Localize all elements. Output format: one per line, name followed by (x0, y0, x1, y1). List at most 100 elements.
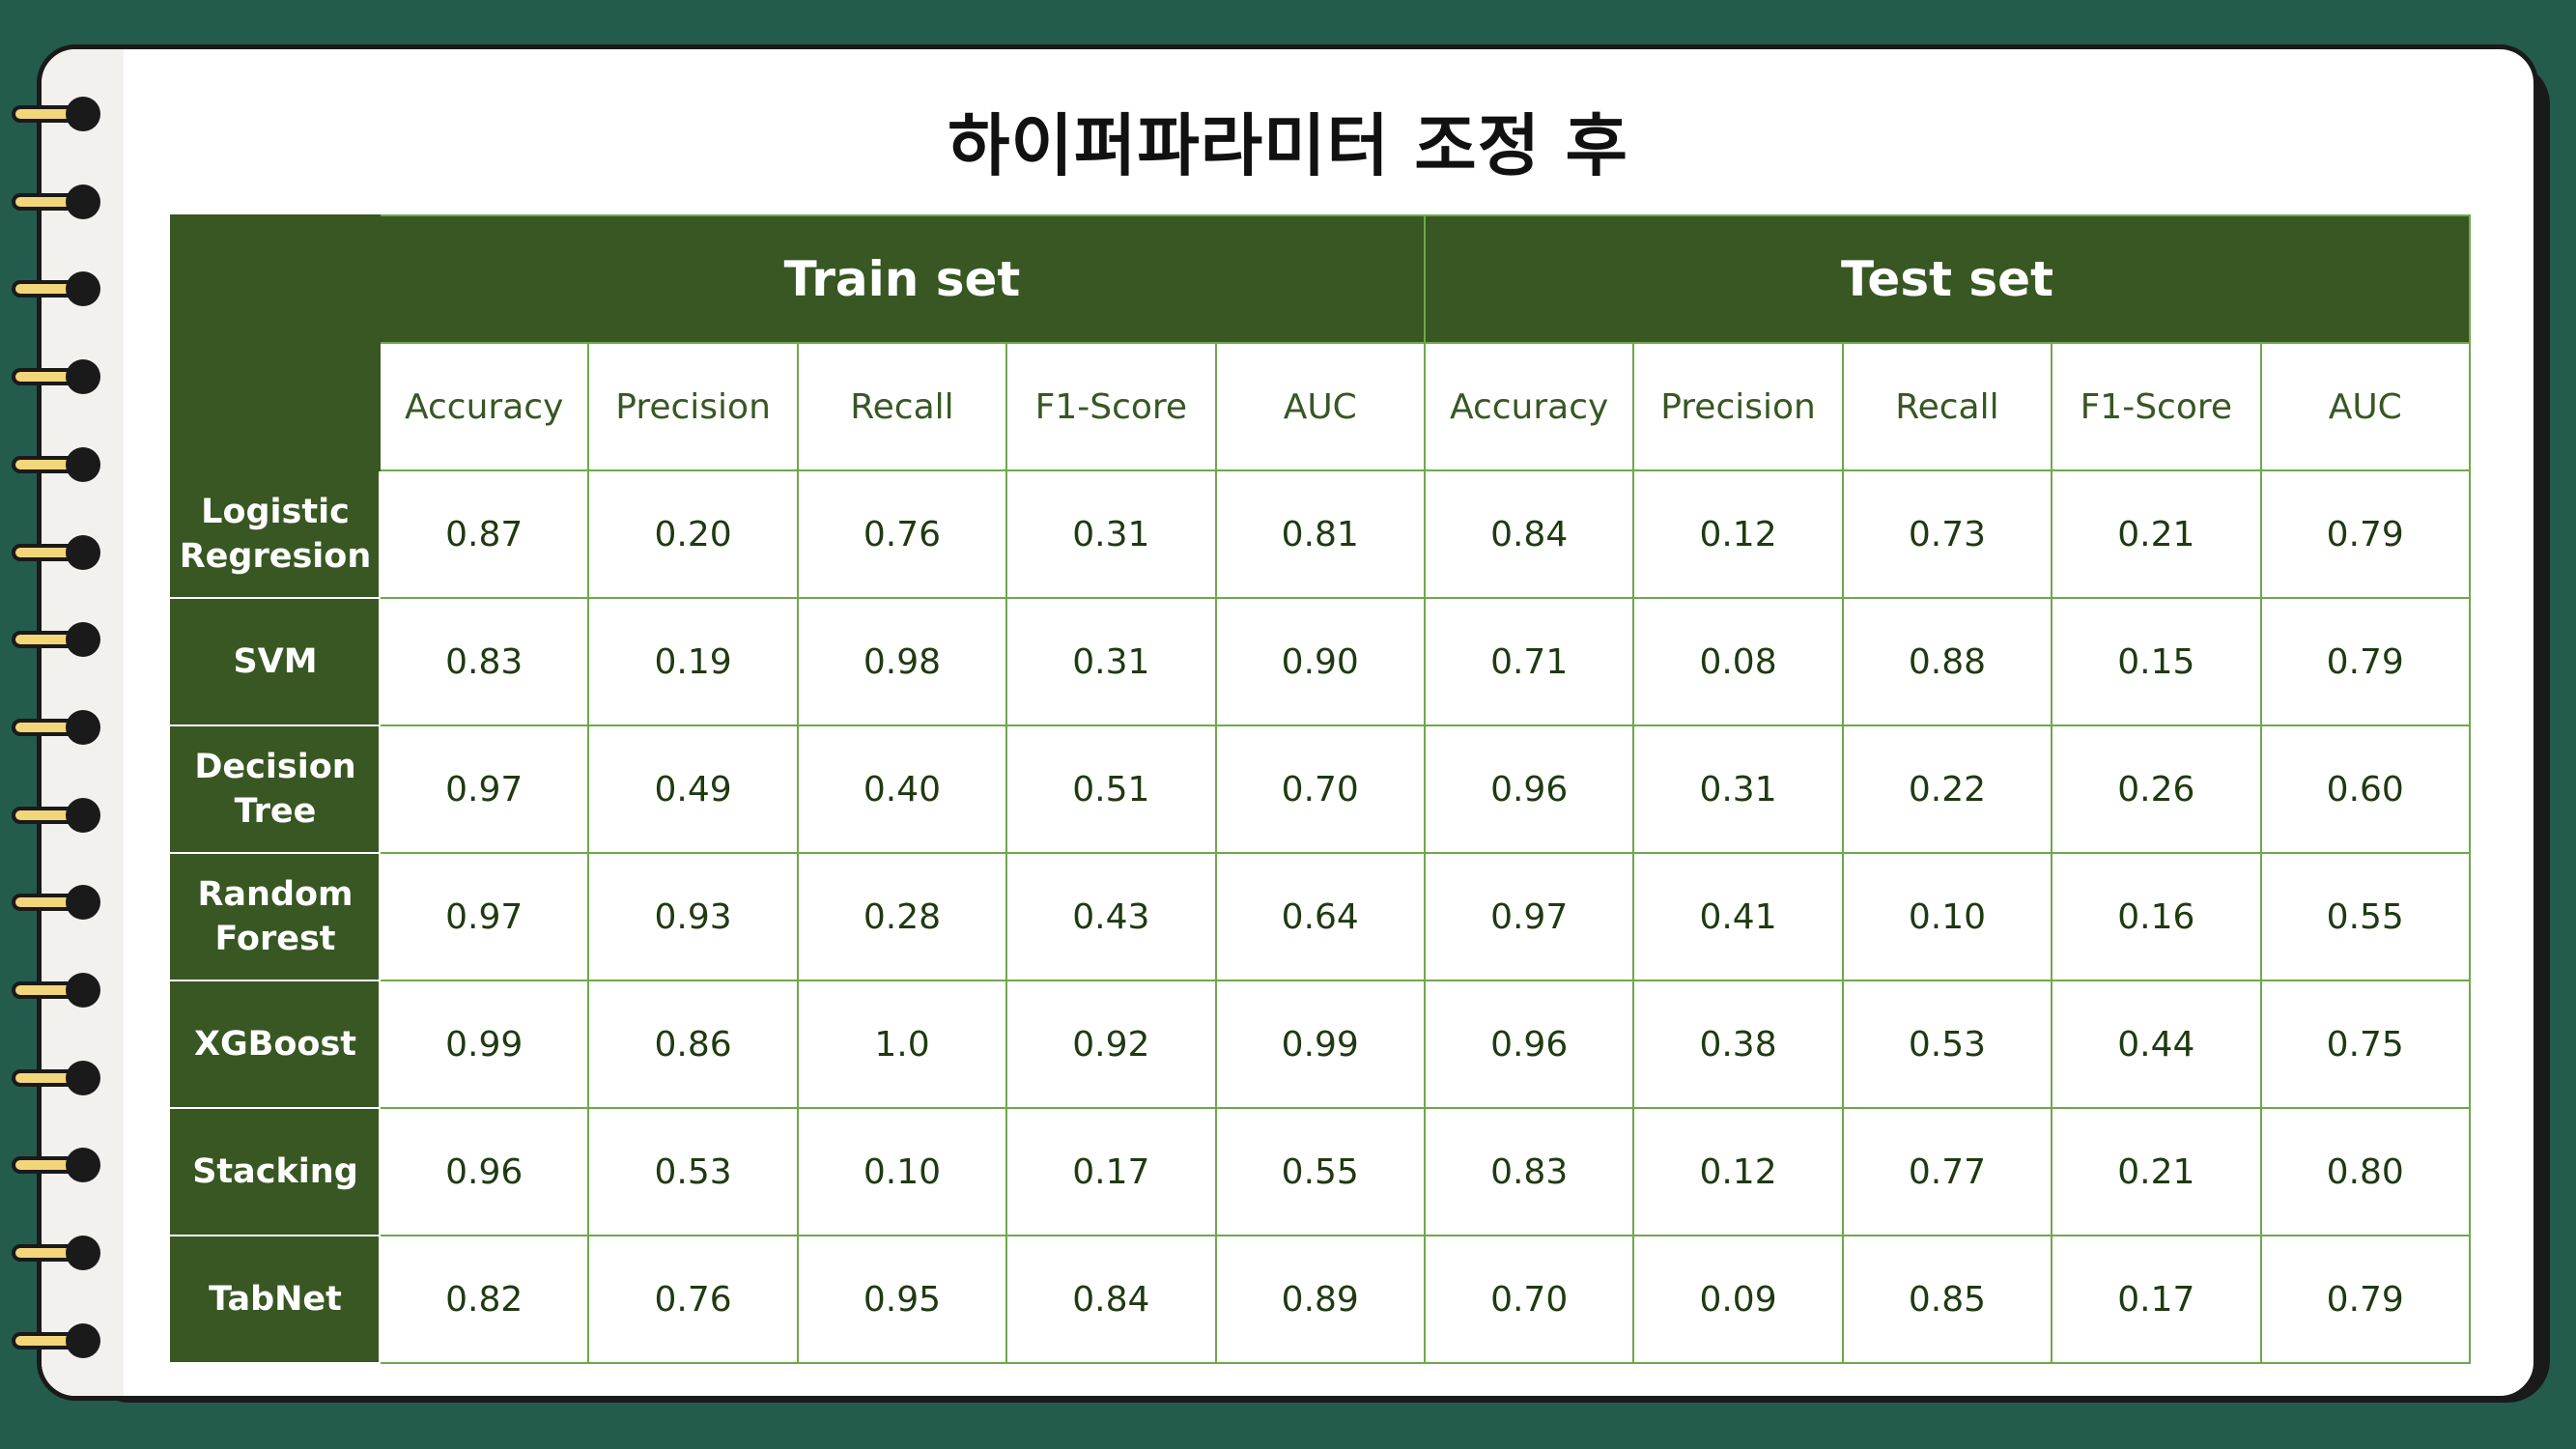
metric-value-cell: 0.77 (1841, 1107, 2053, 1236)
metric-header-precision: Precision (1632, 342, 1844, 471)
metric-value-cell: 0.09 (1632, 1235, 1844, 1364)
model-name-line: Regresion (179, 537, 372, 576)
model-name-line: Forest (214, 920, 336, 958)
metric-value-cell: 0.99 (378, 980, 590, 1109)
group-header-train: Train set (379, 214, 1426, 344)
metric-header-recall: Recall (1841, 342, 2053, 471)
metric-value-cell: 0.26 (2051, 724, 2262, 854)
model-name-line: XGBoost (193, 1025, 357, 1064)
model-name-cell: XGBoost (170, 980, 381, 1109)
metric-value-cell: 0.43 (1005, 852, 1217, 981)
model-name-line: Stacking (192, 1152, 358, 1191)
metric-value-cell: 0.97 (1423, 852, 1635, 981)
metric-value-cell: 0.17 (1005, 1107, 1217, 1236)
ring-hole (66, 709, 100, 745)
spiral-binding (0, 0, 106, 1449)
table-row: Logistic Regresion 0.87 0.20 0.76 0.31 0.81 0.8… (170, 469, 2472, 599)
metric-value-cell: 0.21 (2051, 1107, 2262, 1236)
model-name-line: TabNet (209, 1280, 342, 1319)
metric-value-cell: 0.82 (378, 1235, 590, 1364)
metric-header-f1-score: F1-Score (1005, 342, 1217, 471)
metric-value-cell: 0.10 (1841, 852, 2053, 981)
metric-value-cell: 0.98 (796, 597, 1008, 726)
metric-value-cell: 0.96 (378, 1107, 590, 1236)
model-name-cell: Logistic Regresion (170, 469, 381, 599)
ring-hole (66, 1322, 100, 1358)
metric-value-cell: 0.12 (1632, 469, 1844, 599)
metric-value-cell: 0.17 (2051, 1235, 2262, 1364)
ring-hole (66, 973, 100, 1008)
metric-value-cell: 0.87 (378, 469, 590, 599)
metric-value-cell: 0.96 (1423, 980, 1635, 1109)
metric-header-auc: AUC (2259, 342, 2472, 471)
metric-value-cell: 0.81 (1214, 469, 1426, 599)
metric-value-cell: 0.55 (2259, 852, 2472, 981)
metric-value-cell: 0.85 (1841, 1235, 2053, 1364)
metric-value-cell: 0.71 (1423, 597, 1635, 726)
metric-value-cell: 0.08 (1632, 597, 1844, 726)
metric-value-cell: 0.19 (587, 597, 799, 726)
ring-hole (66, 797, 100, 833)
metric-value-cell: 0.95 (796, 1235, 1008, 1364)
metric-value-cell: 0.99 (1214, 980, 1426, 1109)
model-name-cell: Decision Tree (170, 724, 381, 854)
metric-value-cell: 0.31 (1632, 724, 1844, 854)
metric-value-cell: 0.51 (1005, 724, 1217, 854)
ring-hole (66, 446, 100, 482)
metric-value-cell: 0.49 (587, 724, 799, 854)
metric-value-cell: 0.16 (2051, 852, 2262, 981)
metric-value-cell: 0.38 (1632, 980, 1844, 1109)
metric-value-cell: 0.70 (1423, 1235, 1635, 1364)
metric-value-cell: 0.60 (2259, 724, 2472, 854)
metric-value-cell: 0.53 (1841, 980, 2053, 1109)
metric-value-cell: 0.44 (2051, 980, 2262, 1109)
metric-header-accuracy: Accuracy (1423, 342, 1635, 471)
ring-hole (66, 97, 100, 131)
binding-ring (12, 1232, 100, 1274)
metric-value-cell: 0.97 (378, 852, 590, 981)
metric-header-auc: AUC (1214, 342, 1426, 471)
model-name-cell: Stacking (170, 1107, 381, 1236)
binding-ring (12, 93, 100, 135)
metric-value-cell: 0.41 (1632, 852, 1844, 981)
ring-hole (66, 359, 100, 395)
metric-value-cell: 0.53 (587, 1107, 799, 1236)
metric-value-cell: 0.31 (1005, 469, 1217, 599)
model-name-cell: TabNet (170, 1235, 381, 1364)
metric-value-cell: 0.55 (1214, 1107, 1426, 1236)
metric-value-cell: 0.31 (1005, 597, 1217, 726)
metric-header-row: Accuracy Precision Recall F1-Score AUC Accura… (171, 342, 2472, 471)
binding-ring (12, 181, 100, 223)
model-name-cell: SVM (170, 597, 381, 726)
metric-value-cell: 0.10 (796, 1107, 1008, 1236)
metric-value-cell: 0.76 (587, 1235, 799, 1364)
group-header-test: Test set (1423, 214, 2472, 344)
model-name-line: Tree (234, 792, 317, 831)
binding-ring (12, 268, 100, 310)
binding-ring (12, 969, 100, 1011)
ring-hole (66, 271, 100, 307)
metric-value-cell: 0.97 (378, 724, 590, 854)
binding-ring (12, 531, 100, 574)
metric-value-cell: 0.80 (2259, 1107, 2472, 1236)
results-table: Train set Test set Accuracy Precision Reca… (170, 214, 2472, 1364)
table-row: Stacking 0.96 0.53 0.10 0.17 0.55 0.83 0.12 0.77… (170, 1107, 2472, 1236)
binding-ring (12, 618, 100, 661)
metric-value-cell: 0.64 (1214, 852, 1426, 981)
binding-ring (12, 355, 100, 398)
metric-value-cell: 0.12 (1632, 1107, 1844, 1236)
ring-hole (66, 1236, 100, 1271)
binding-ring (12, 706, 100, 749)
table-corner (170, 214, 381, 471)
metric-value-cell: 0.79 (2259, 597, 2472, 726)
metric-header-f1-score: F1-Score (2051, 342, 2262, 471)
metric-value-cell: 0.92 (1005, 980, 1217, 1109)
page-title: 하이퍼파라미터 조정 후 (948, 106, 1628, 185)
model-name-line: Decision (194, 748, 356, 786)
metric-value-cell: 0.73 (1841, 469, 2053, 599)
metric-value-cell: 0.83 (1423, 1107, 1635, 1236)
metric-value-cell: 0.40 (796, 724, 1008, 854)
metric-value-cell: 0.90 (1214, 597, 1426, 726)
binding-ring (12, 794, 100, 837)
ring-hole (66, 622, 100, 658)
